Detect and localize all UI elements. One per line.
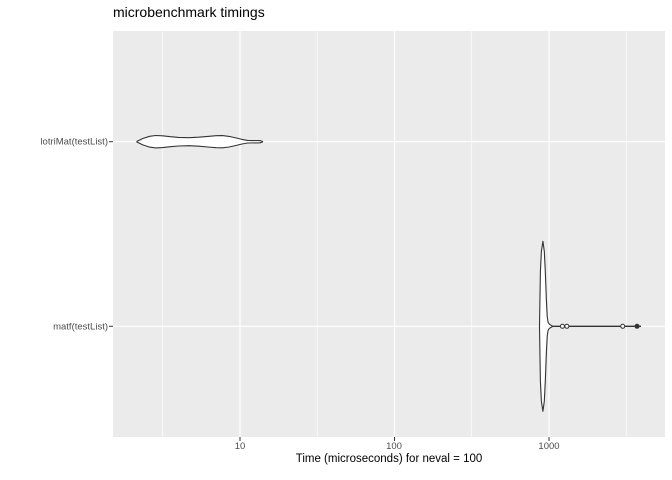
x-tick-label-100: 100 bbox=[386, 441, 402, 452]
x-tick-label-1000: 1000 bbox=[538, 441, 560, 452]
chart-title: microbenchmark timings bbox=[113, 4, 265, 20]
x-tick-label-10: 10 bbox=[234, 441, 246, 452]
y-tick-label-matf: matf(testList) bbox=[53, 321, 108, 333]
x-axis-title: Time (microseconds) for neval = 100 bbox=[295, 453, 483, 465]
y-tick-label-lotriMat: lotriMat(testList) bbox=[40, 136, 108, 148]
